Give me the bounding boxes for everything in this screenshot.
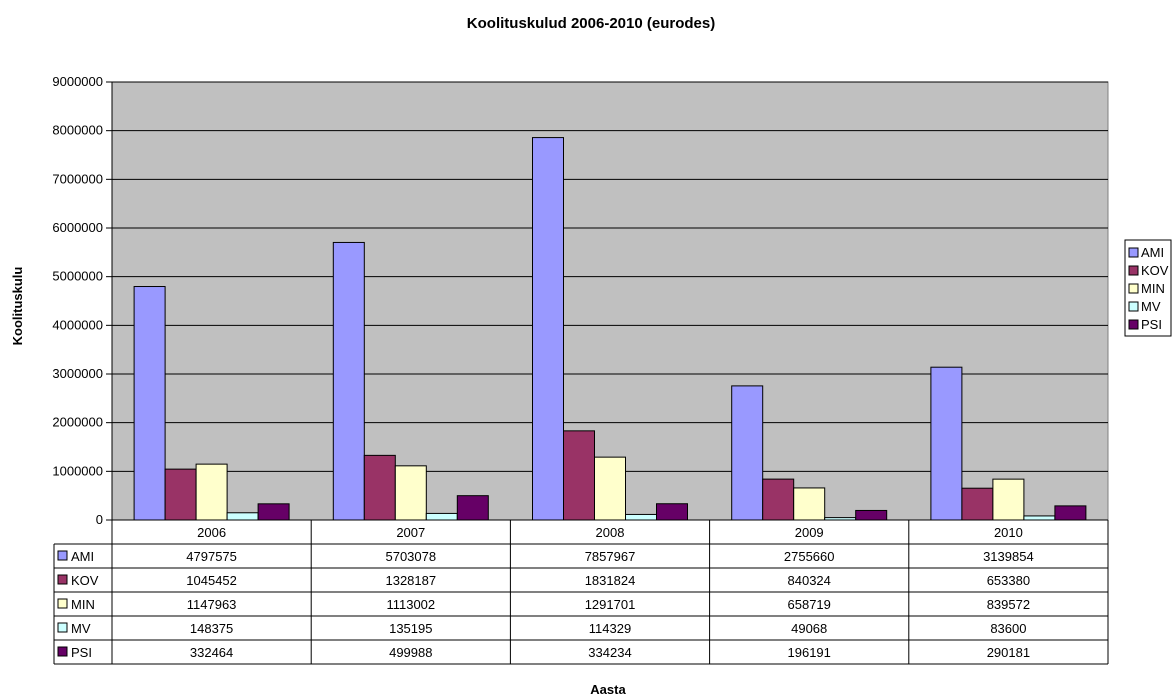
y-tick-label: 0: [96, 512, 103, 527]
bar-min-2010: [992, 478, 1025, 521]
data-label: 114329: [589, 621, 631, 636]
legend-label: AMI: [1141, 245, 1164, 260]
data-label: 135195: [389, 621, 432, 636]
bar-psi-2008: [656, 503, 688, 521]
table-legend-key: [57, 574, 68, 585]
plot-area: [111, 81, 1109, 521]
data-label: 4797575: [186, 549, 237, 564]
data-label: 7857967: [585, 549, 636, 564]
data-label: 2755660: [784, 549, 835, 564]
table-legend-key: [57, 622, 68, 633]
data-table: 2006 2007 2008 2009 2010 AMI 4797575 5703078 785…: [53, 519, 1109, 665]
y-tick-label: 7000000: [52, 171, 103, 186]
data-label: 1328187: [385, 573, 436, 588]
table-series-label: AMI: [71, 549, 94, 564]
data-label: 290181: [987, 645, 1030, 660]
data-label: 49068: [791, 621, 827, 636]
legend-key: [1128, 319, 1139, 330]
y-tick-label: 3000000: [52, 366, 103, 381]
legend-label: MIN: [1141, 281, 1165, 296]
y-tick-label: 2000000: [52, 415, 103, 430]
bar-psi-2009: [855, 509, 888, 521]
legend-key: [1128, 301, 1139, 312]
chart-title: Koolituskulud 2006-2010 (eurodes): [467, 15, 715, 32]
data-label: 334234: [588, 645, 631, 660]
y-axis-ticks: 0 1000000 2000000 3000000 4000000 5000000 6000…: [52, 74, 113, 527]
bar-ami-2010: [930, 366, 963, 521]
data-label: 839572: [987, 597, 1030, 612]
table-legend-key: [57, 646, 68, 657]
bar-psi-2006: [257, 503, 290, 521]
data-label: 3139854: [983, 549, 1034, 564]
table-series-label: PSI: [71, 645, 92, 660]
legend-key: [1128, 283, 1139, 294]
bar-psi-2010: [1054, 505, 1087, 521]
y-tick-label: 6000000: [52, 220, 103, 235]
data-label: 332464: [190, 645, 233, 660]
data-label: 653380: [987, 573, 1030, 588]
table-series-label: KOV: [71, 573, 99, 588]
y-tick-label: 4000000: [52, 317, 103, 332]
legend-label: MV: [1141, 299, 1161, 314]
data-label: 499988: [389, 645, 432, 660]
bar-psi-2007: [456, 495, 489, 521]
bar-mv-2008: [625, 513, 657, 521]
table-series-label: MV: [71, 621, 91, 636]
legend-label: PSI: [1141, 317, 1162, 332]
data-label: 148375: [190, 621, 233, 636]
bar-ami-2006: [133, 286, 166, 521]
bar-min-2009: [793, 487, 826, 521]
bar-ami-2009: [731, 385, 764, 521]
bar-kov-2009: [762, 478, 795, 521]
table-legend-key: [57, 550, 68, 561]
x-tick-label: 2007: [396, 525, 425, 540]
bar-mv-2010: [1023, 515, 1056, 521]
data-label: 83600: [990, 621, 1026, 636]
bar-ami-2007: [332, 241, 365, 521]
data-label: 840324: [788, 573, 831, 588]
bars: [133, 137, 1087, 521]
data-label: 658719: [788, 597, 831, 612]
data-label: 1147963: [187, 597, 237, 612]
bar-kov-2006: [164, 468, 197, 521]
x-tick-label: 2009: [795, 525, 824, 540]
bar-ami-2008: [532, 137, 564, 521]
data-label: 1113002: [386, 597, 435, 612]
legend: AMI KOV MIN MV PSI: [1124, 239, 1172, 337]
table-legend-key: [57, 598, 68, 609]
data-label: 196191: [788, 645, 831, 660]
data-label: 1291701: [585, 597, 636, 612]
bar-mv-2006: [226, 512, 259, 521]
x-axis-title: Aasta: [590, 682, 626, 697]
x-tick-label: 2008: [596, 525, 625, 540]
data-label: 1045452: [186, 573, 237, 588]
table-series-label: MIN: [71, 597, 95, 612]
y-tick-label: 5000000: [52, 269, 103, 284]
legend-key: [1128, 247, 1139, 258]
bar-min-2008: [594, 456, 626, 521]
data-label: 1831824: [585, 573, 636, 588]
y-tick-label: 1000000: [52, 463, 103, 478]
x-tick-label: 2006: [197, 525, 226, 540]
y-tick-label: 8000000: [52, 123, 103, 138]
bar-kov-2010: [961, 487, 994, 521]
data-label: 5703078: [385, 549, 436, 564]
y-axis-title: Koolituskulu: [10, 267, 25, 346]
legend-key: [1128, 265, 1139, 276]
y-tick-label: 9000000: [52, 74, 103, 89]
bar-mv-2007: [425, 512, 458, 521]
legend-label: KOV: [1141, 263, 1169, 278]
bar-kov-2008: [563, 430, 595, 521]
bar-kov-2007: [363, 454, 396, 521]
bar-min-2007: [394, 465, 427, 521]
bar-min-2006: [195, 463, 228, 521]
x-tick-label: 2010: [994, 525, 1023, 540]
